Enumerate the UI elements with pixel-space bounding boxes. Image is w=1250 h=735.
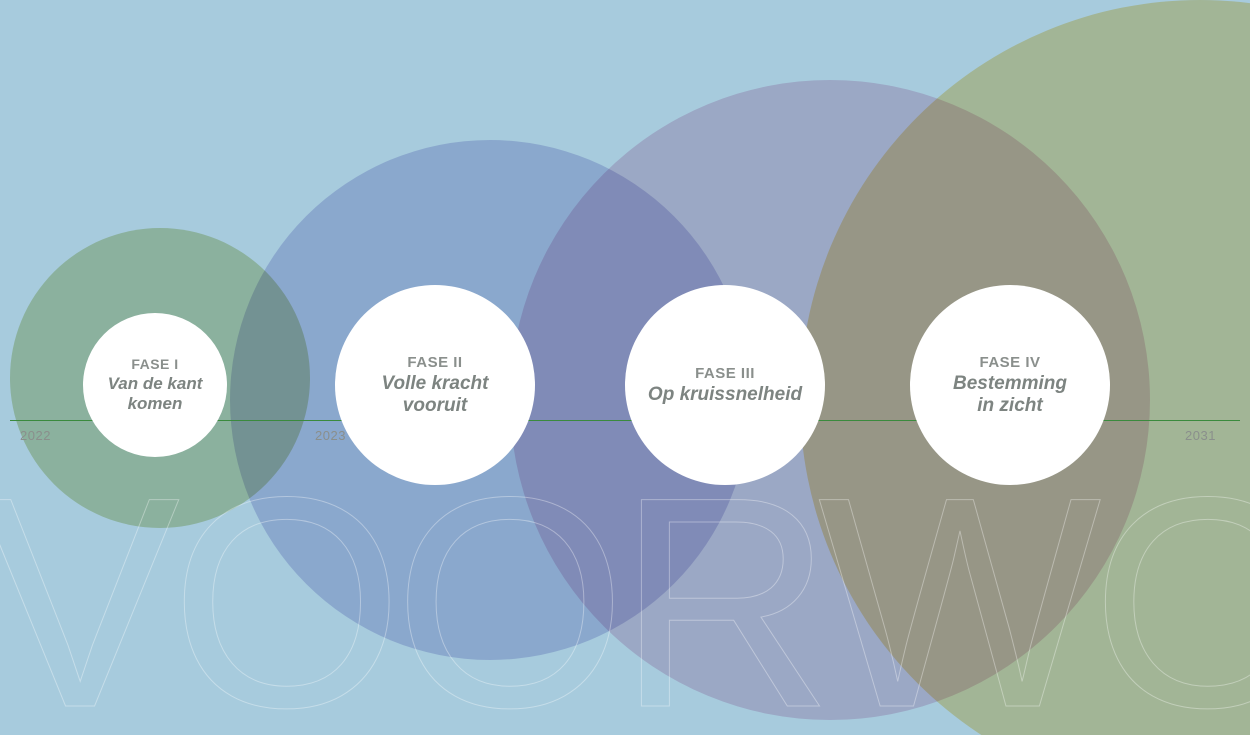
phase-label: FASE IV <box>979 354 1040 371</box>
year-label: 2022 <box>20 428 51 443</box>
phase-2-inner: FASE II Volle krachtvooruit <box>335 285 535 485</box>
phase-diagram: VOORWOORD 202220232031FASE IVan de kantk… <box>0 0 1250 735</box>
phase-subtitle: Op kruissnelheid <box>648 384 802 406</box>
year-label: 2023 <box>315 428 346 443</box>
phase-subtitle: Bestemmingin zicht <box>953 373 1067 417</box>
phase-subtitle: Van de kantkomen <box>108 374 203 413</box>
phase-1-inner: FASE I Van de kantkomen <box>83 313 227 457</box>
phase-label: FASE I <box>131 356 178 372</box>
phase-subtitle: Volle krachtvooruit <box>381 373 488 417</box>
year-label: 2031 <box>1185 428 1216 443</box>
phase-4-inner: FASE IV Bestemmingin zicht <box>910 285 1110 485</box>
phase-3-inner: FASE III Op kruissnelheid <box>625 285 825 485</box>
phase-label: FASE III <box>695 365 755 382</box>
phase-label: FASE II <box>407 354 462 371</box>
